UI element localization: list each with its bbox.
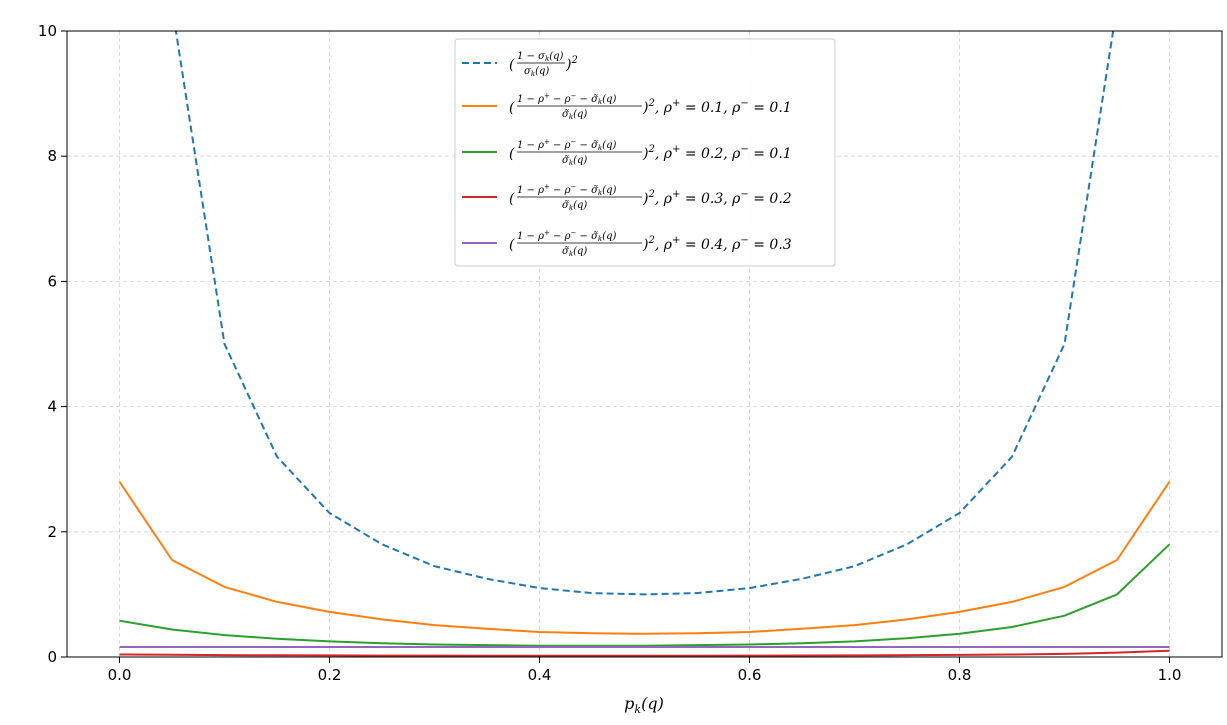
- x-tick-label: 0.0: [108, 666, 132, 684]
- x-tick-label: 1.0: [1158, 666, 1182, 684]
- svg-text:σ̃k(q): σ̃k(q): [562, 200, 587, 212]
- svg-text:σ̃k(q): σ̃k(q): [562, 109, 587, 121]
- x-tick-label: 0.6: [738, 666, 762, 684]
- svg-text:(: (: [509, 237, 515, 253]
- svg-text:(: (: [509, 191, 515, 207]
- x-axis-label: pk(q): [624, 694, 664, 716]
- axis-ticks: 0.0 0.2 0.4 0.6 0.8 1.0 0 2 4 6 8 10: [38, 22, 1182, 684]
- y-tick-label: 2: [47, 523, 57, 541]
- series-line-0: [174, 31, 1115, 596]
- legend-label-series-1: ( 1 − ρ+ − ρ− − σ̃k(q) σ̃k(q) )2, ρ+ = 0…: [509, 92, 792, 121]
- series-line-2: [119, 543, 1171, 647]
- legend-label-series-3: ( 1 − ρ+ − ρ− − σ̃k(q) σ̃k(q) )2, ρ+ = 0…: [509, 183, 792, 212]
- y-tick-label: 6: [47, 272, 57, 290]
- y-tick-label: 0: [47, 648, 57, 666]
- x-tick-label: 0.8: [948, 666, 972, 684]
- svg-text:)2, ρ+ = 0.1, ρ− = 0.1: )2, ρ+ = 0.1, ρ− = 0.1: [642, 98, 792, 116]
- svg-text:σk(q): σk(q): [524, 66, 549, 78]
- svg-text:1 − ρ+ − ρ− − σ̃k(q): 1 − ρ+ − ρ− − σ̃k(q): [517, 92, 616, 106]
- svg-text:σ̃k(q): σ̃k(q): [562, 155, 587, 167]
- svg-text:(: (: [509, 146, 515, 162]
- series-layer: [118, 31, 1171, 657]
- svg-text:1 − ρ+ − ρ− − σ̃k(q): 1 − ρ+ − ρ− − σ̃k(q): [517, 229, 616, 243]
- series-line-3: [119, 649, 1170, 657]
- svg-text:(: (: [509, 100, 515, 116]
- legend-box: [454, 38, 836, 267]
- plot-frame: [66, 30, 1223, 658]
- svg-text:)2, ρ+ = 0.3, ρ− = 0.2: )2, ρ+ = 0.3, ρ− = 0.2: [642, 189, 792, 207]
- series-line-1: [118, 481, 1171, 635]
- svg-text:σ̃k(q): σ̃k(q): [562, 246, 587, 258]
- y-tick-label: 8: [47, 147, 57, 165]
- svg-text:1 − ρ+ − ρ− − σ̃k(q): 1 − ρ+ − ρ− − σ̃k(q): [517, 138, 616, 152]
- x-tick-label: 0.4: [528, 666, 552, 684]
- svg-text:1 − ρ+ − ρ− − σ̃k(q): 1 − ρ+ − ρ− − σ̃k(q): [517, 183, 616, 197]
- legend-label-series-4: ( 1 − ρ+ − ρ− − σ̃k(q) σ̃k(q) )2, ρ+ = 0…: [509, 229, 792, 258]
- svg-text:)2, ρ+ = 0.2, ρ− = 0.1: )2, ρ+ = 0.2, ρ− = 0.1: [642, 144, 792, 162]
- y-tick-label: 4: [47, 398, 57, 416]
- svg-text:1 − σk(q): 1 − σk(q): [517, 51, 563, 63]
- x-tick-label: 0.2: [318, 666, 342, 684]
- svg-text:)2, ρ+ = 0.4, ρ− = 0.3: )2, ρ+ = 0.4, ρ− = 0.3: [642, 235, 792, 253]
- legend-label-series-2: ( 1 − ρ+ − ρ− − σ̃k(q) σ̃k(q) )2, ρ+ = 0…: [509, 138, 792, 167]
- legend-label-series-0: ( 1 − σk(q) σk(q) )2: [509, 51, 578, 78]
- legend: ( 1 − σk(q) σk(q) )2 ( 1 − ρ+ − ρ− − σ̃k…: [454, 38, 836, 267]
- svg-text:(: (: [509, 57, 515, 73]
- y-tick-label: 10: [38, 22, 57, 40]
